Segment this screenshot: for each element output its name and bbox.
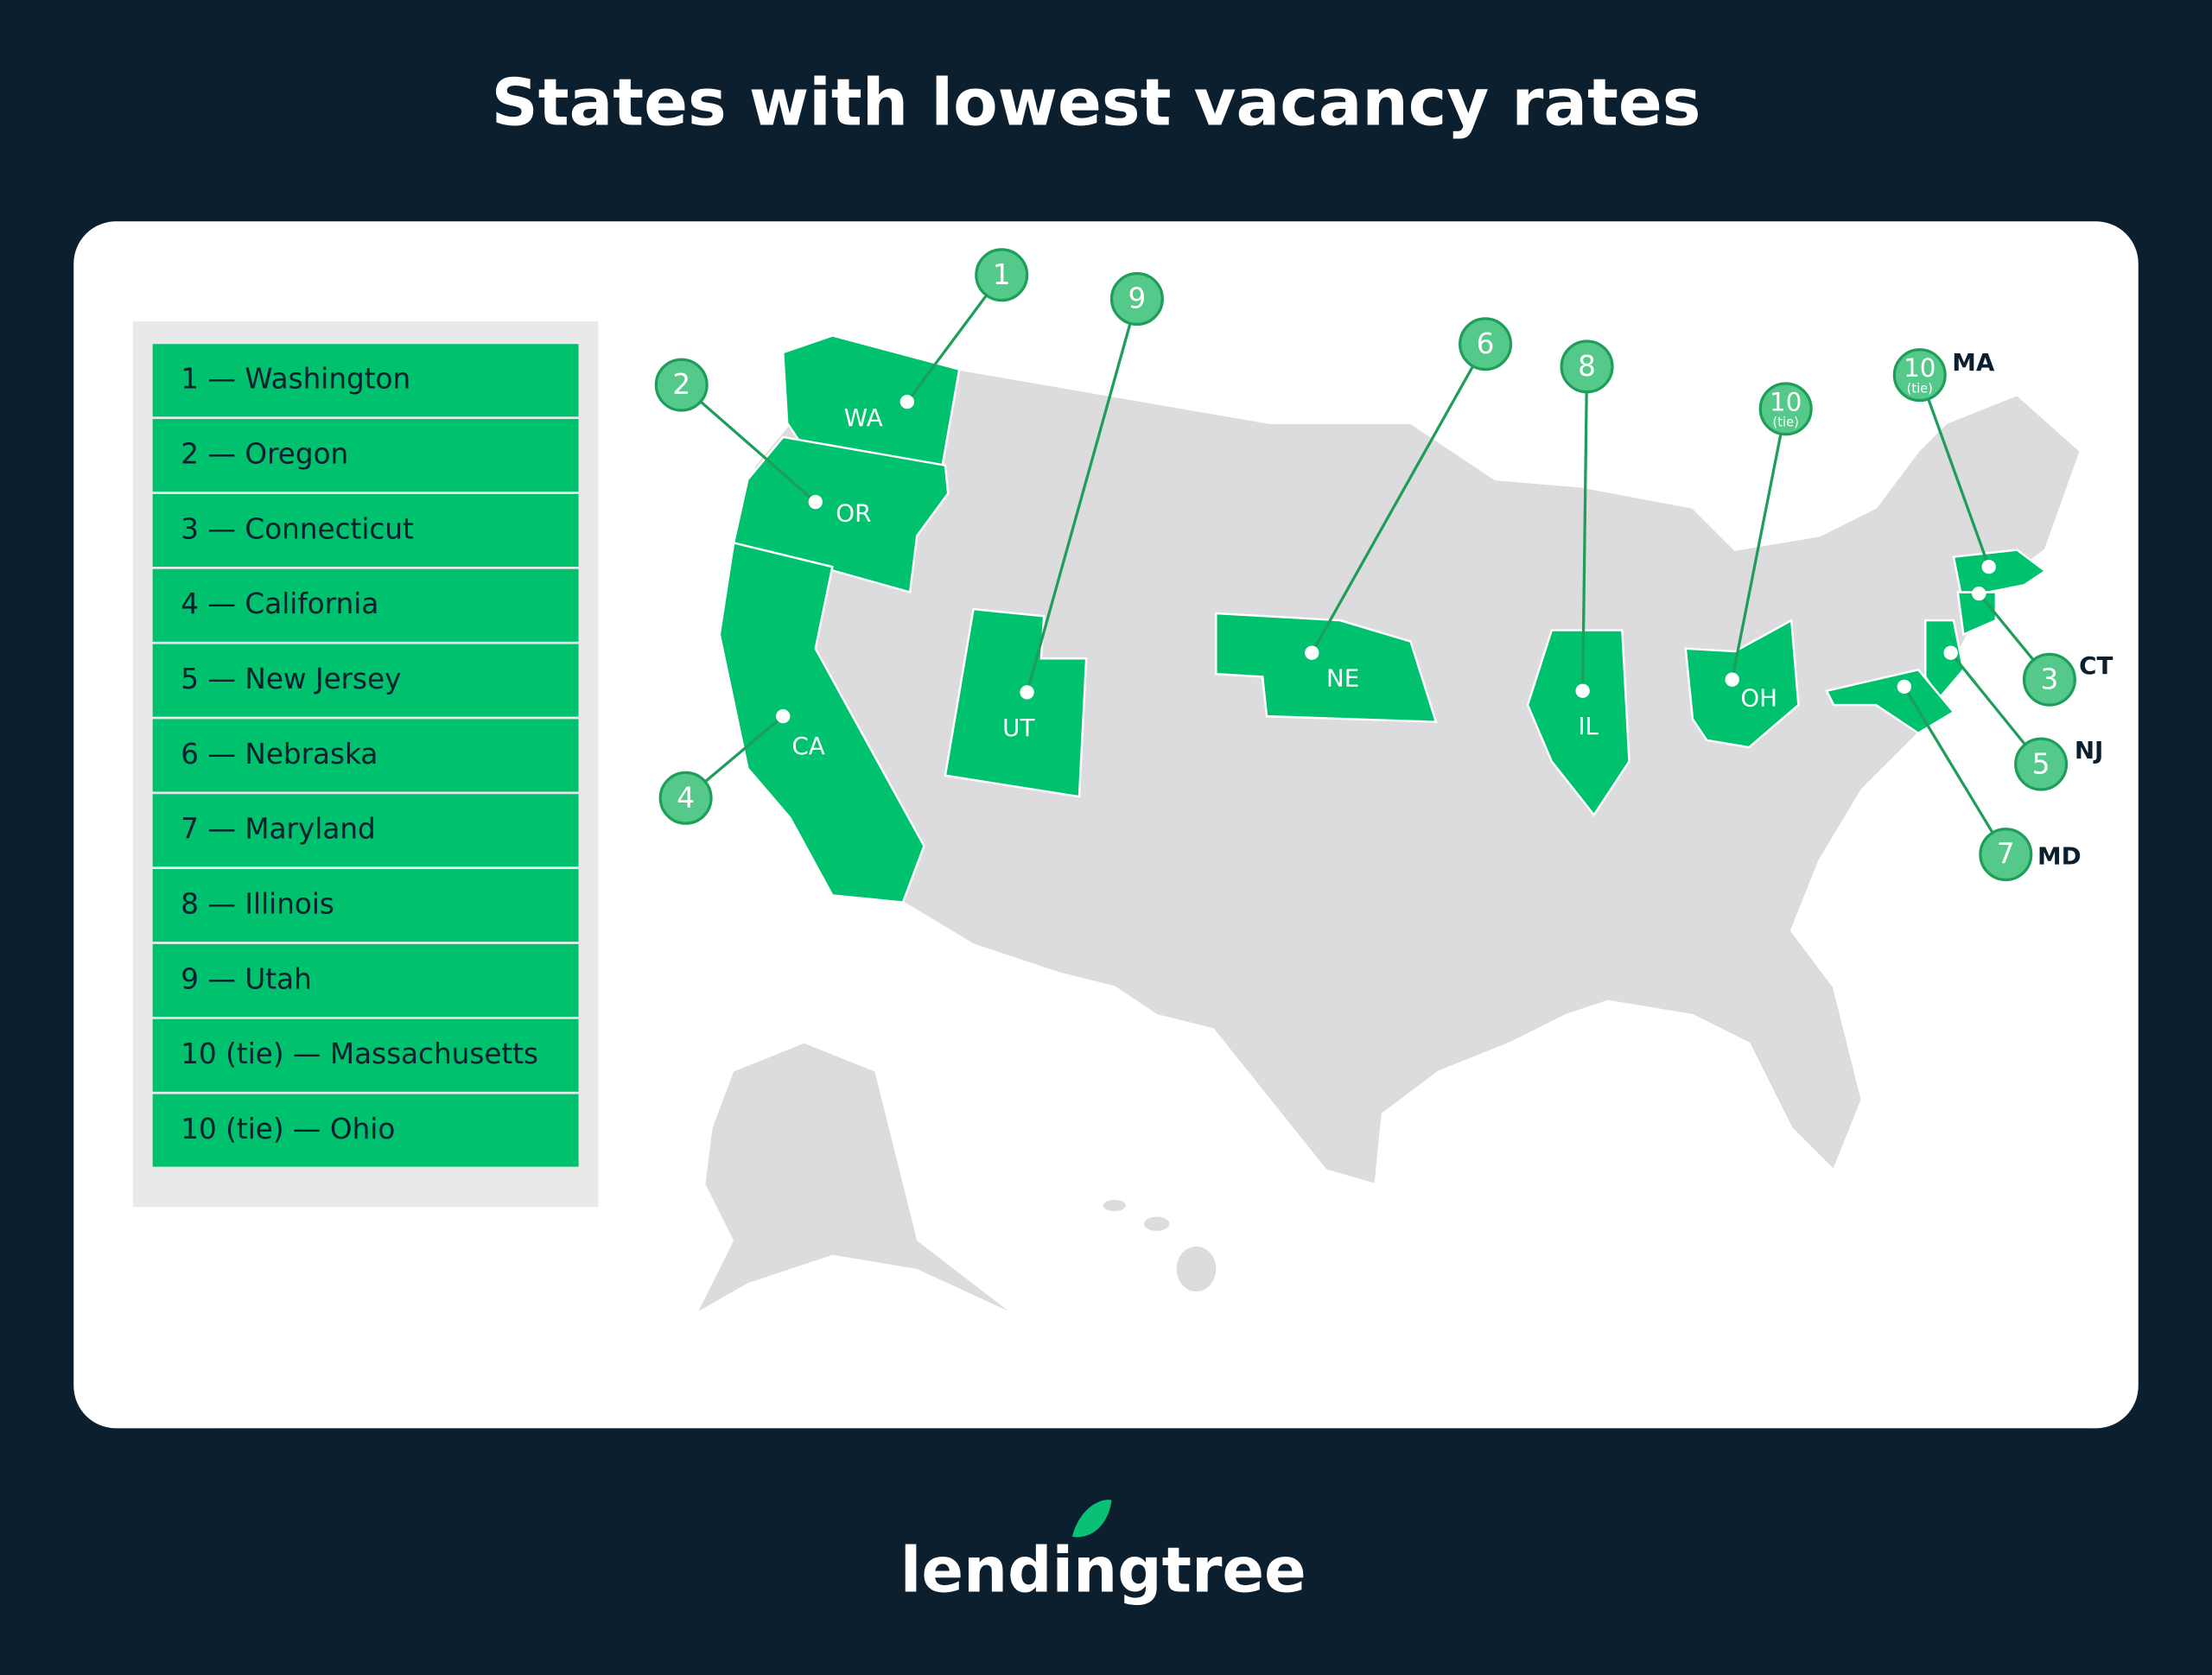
legend-item: 9 — Utah	[181, 962, 311, 995]
hawaii	[1144, 1216, 1170, 1231]
rank-number: 10	[1904, 353, 1936, 383]
state-dot	[808, 494, 823, 510]
leader-line	[680, 384, 817, 504]
legend-row	[152, 719, 579, 792]
rank-number: 1	[993, 258, 1011, 291]
rank-number: 4	[677, 781, 695, 814]
rank-number: 5	[2032, 747, 2050, 780]
state-highlight	[1684, 619, 1800, 749]
rank-badge	[1758, 382, 1813, 436]
state-dot	[1981, 559, 1996, 574]
legend-item: 10 (tie) — Ohio	[181, 1113, 395, 1145]
legend-row	[152, 943, 579, 1017]
state-highlight	[1526, 629, 1630, 817]
state-abbr: CT	[2079, 651, 2113, 680]
rank-number: 9	[1128, 282, 1147, 315]
rank-badge	[1560, 339, 1614, 394]
state-dot	[1020, 685, 1034, 700]
legend: 1 — Washington 2 — Oregon 3 — Connecticut 4…	[152, 344, 579, 1167]
legend-item: 1 — Washington	[181, 363, 410, 396]
legend-row	[152, 493, 579, 567]
rank-number: 8	[1578, 350, 1596, 383]
legend-row	[152, 1094, 579, 1167]
legend-row	[152, 794, 579, 867]
legend-row	[152, 644, 579, 717]
leader-line	[1310, 343, 1487, 654]
state-abbr: UT	[1002, 714, 1035, 742]
rank-badge	[2014, 737, 2069, 791]
rank-badge	[1979, 828, 2033, 882]
state-abbr: NJ	[2075, 736, 2104, 765]
leader-line	[1581, 366, 1589, 691]
logo-text: lendingtree	[900, 1534, 1306, 1607]
legend-item: 6 — Nebraska	[181, 738, 378, 771]
rank-tie: (tie)	[1773, 416, 1799, 430]
state-abbr: OH	[1740, 684, 1777, 713]
state-dot	[1897, 679, 1911, 695]
state-abbr: OR	[836, 499, 871, 528]
state-highlight	[1215, 612, 1438, 723]
state-highlight	[718, 541, 925, 904]
rank-number: 2	[672, 368, 690, 401]
state-abbr: CA	[791, 732, 824, 760]
legend-row	[152, 344, 579, 417]
rank-tie: (tie)	[1907, 381, 1933, 396]
legend-item: 5 — New Jersey	[181, 663, 401, 695]
logo-leaf	[1071, 1500, 1112, 1538]
state-highlight	[944, 607, 1088, 798]
leader-line	[1731, 409, 1788, 681]
legend-row	[152, 568, 579, 642]
leader-line	[1903, 686, 2007, 855]
state-dot	[1943, 645, 1958, 660]
logo: lendingtree	[900, 1500, 1306, 1607]
state-abbr: WA	[844, 403, 883, 432]
legend-item: 10 (tie) — Massachusetts	[181, 1037, 538, 1070]
rank-badge	[654, 358, 709, 412]
rank-badge	[1892, 348, 1947, 403]
rank-badge	[975, 248, 1029, 302]
state-dot	[776, 708, 791, 724]
title: States with lowest vacancy rates	[492, 65, 1701, 141]
hawaii	[1103, 1199, 1126, 1212]
legend-item: 4 — California	[181, 587, 378, 620]
legend-row	[152, 419, 579, 492]
state-abbr: IL	[1578, 712, 1599, 740]
legend-row	[152, 1018, 579, 1092]
legend-item: 3 — Connecticut	[181, 512, 414, 545]
highlighted-states	[718, 334, 2048, 904]
rank-badge	[658, 771, 713, 825]
alaska	[698, 1043, 1009, 1311]
state-dot	[1305, 645, 1319, 660]
leader-line	[1918, 374, 1991, 568]
rank-number: 10	[1770, 387, 1802, 416]
rank-badge	[1109, 272, 1164, 327]
rank-number: 6	[1477, 327, 1495, 360]
state-abbr: MD	[2037, 841, 2082, 870]
state-dot	[1575, 683, 1590, 698]
legend-item: 2 — Oregon	[181, 438, 348, 471]
state-dot	[1725, 672, 1739, 687]
leader-line	[1026, 298, 1139, 693]
state-highlight	[1952, 549, 2048, 593]
legend-item: 7 — Maryland	[181, 813, 375, 846]
rank-badge	[1459, 317, 1513, 371]
state-abbr: MA	[1952, 348, 1995, 377]
rank-number: 7	[1997, 838, 2015, 871]
legend-row	[152, 869, 579, 942]
rank-number: 3	[2041, 663, 2059, 695]
state-highlight	[1924, 619, 1965, 700]
hawaii	[1176, 1246, 1217, 1292]
legend-item: 8 — Illinois	[181, 887, 334, 920]
state-dot	[899, 395, 915, 409]
state-dot	[1972, 586, 1986, 601]
state-abbr: NE	[1326, 664, 1359, 693]
rank-badge	[2022, 652, 2076, 707]
